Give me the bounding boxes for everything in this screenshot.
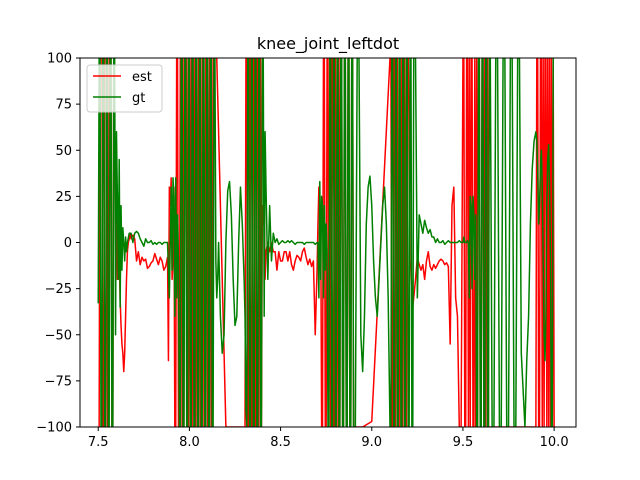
y-tick-label: −100: [36, 421, 72, 436]
y-tick-label: 50: [55, 144, 72, 159]
y-tick-label: 0: [64, 236, 72, 251]
chart-title: knee_joint_leftdot: [257, 34, 399, 54]
x-tick-label: 10.0: [540, 435, 569, 450]
y-tick-label: 75: [55, 98, 72, 113]
y-tick-label: −75: [45, 374, 72, 389]
legend-label-gt: gt: [132, 91, 145, 106]
x-tick-label: 7.5: [88, 435, 109, 450]
x-tick-label: 8.0: [179, 435, 200, 450]
legend: est gt: [86, 64, 163, 113]
y-tick-label: 100: [47, 52, 72, 67]
y-axis: −100 −75 −50 −25 0 25 50 75 100: [36, 52, 80, 436]
x-tick-label: 8.5: [270, 435, 291, 450]
x-tick-label: 9.5: [453, 435, 474, 450]
x-axis: 7.5 8.0 8.5 9.0 9.5 10.0: [88, 427, 569, 450]
legend-label-est: est: [132, 70, 152, 85]
y-tick-label: 25: [55, 190, 72, 205]
series-line-est: [98, 58, 555, 427]
series-line-gt: [97, 58, 555, 427]
x-tick-label: 9.0: [361, 435, 382, 450]
series-layer: [97, 58, 555, 427]
y-tick-label: −50: [45, 328, 72, 343]
y-tick-label: −25: [45, 282, 72, 297]
